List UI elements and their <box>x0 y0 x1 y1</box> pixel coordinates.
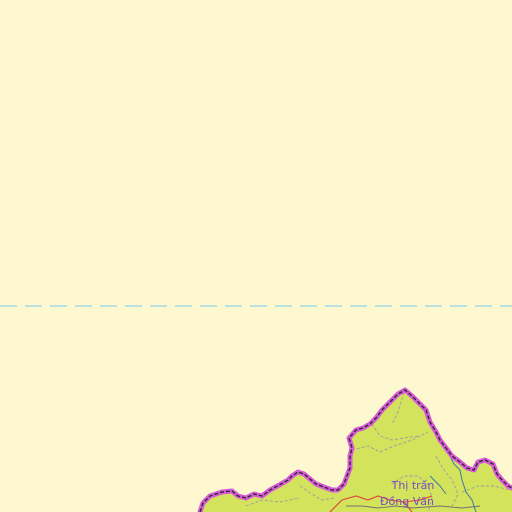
province-region[interactable] <box>197 387 512 512</box>
province-border <box>199 389 512 512</box>
rivers <box>429 451 477 512</box>
place-label-line1: Thị trấn <box>391 479 435 492</box>
region-fill <box>200 390 512 512</box>
district-boundaries <box>245 391 511 512</box>
place-label-line2: Đồng Văn <box>380 495 434 508</box>
place-label-dong-van[interactable]: Thị trấn Đồng Văn <box>380 479 434 508</box>
roads <box>329 495 433 512</box>
road-secondary <box>346 505 481 509</box>
